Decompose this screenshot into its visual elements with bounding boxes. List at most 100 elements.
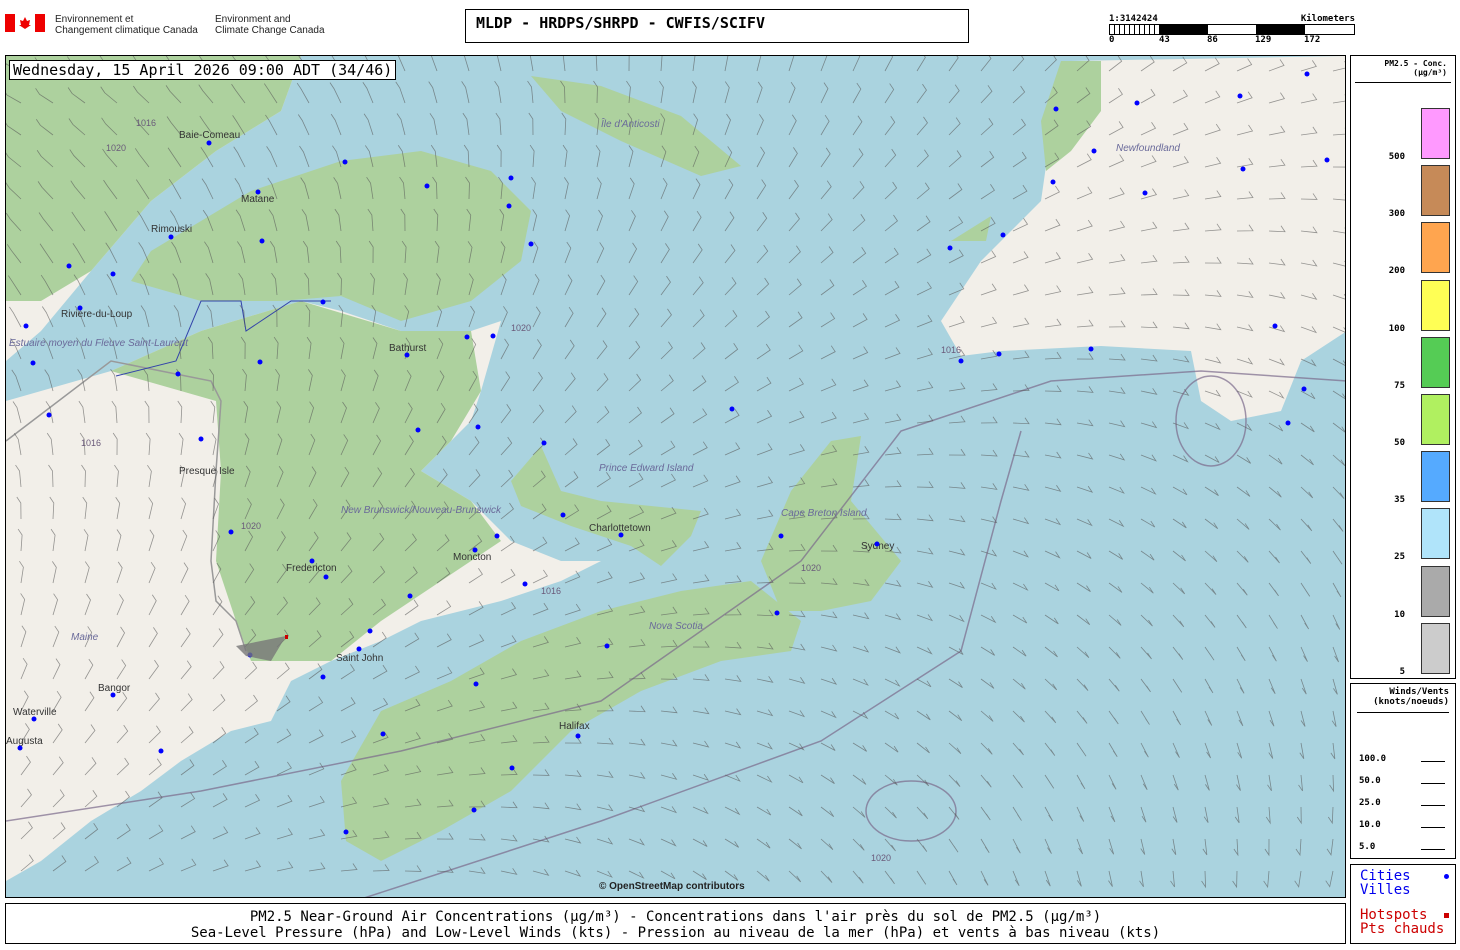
wind-barb [724, 838, 739, 848]
wind-barb [1012, 838, 1021, 854]
wind-barb [308, 829, 326, 840]
wind-speed-label: 50.0 [1359, 776, 1381, 786]
wind-barb [852, 379, 869, 392]
wind-barb [562, 144, 568, 168]
wind-barb [436, 501, 449, 520]
wind-barb [756, 576, 774, 584]
wind-barb [916, 614, 934, 622]
wind-barb [139, 273, 150, 296]
isobar-label: 1020 [511, 323, 531, 333]
isobar-label: 1016 [941, 345, 961, 355]
wind-barb [1300, 293, 1318, 300]
wind-barb [692, 870, 707, 880]
wind-barb [308, 663, 323, 680]
wind-barb [235, 209, 246, 232]
wind-barb [1332, 582, 1342, 598]
wind-barb [852, 313, 868, 328]
wind-barb [1236, 774, 1241, 791]
wind-barb [461, 81, 470, 104]
wind-barb [1268, 742, 1274, 759]
wind-barb [466, 208, 472, 232]
wind-barb [1204, 223, 1222, 232]
wind-barb [340, 863, 358, 872]
wind-legend-row: 100.0 [1359, 754, 1449, 764]
wind-barb [948, 710, 963, 721]
wind-barb [1044, 185, 1060, 200]
wind-barb [948, 183, 963, 200]
wind-barb [660, 870, 676, 880]
wind-barb [330, 113, 342, 136]
wind-barb [1268, 390, 1285, 399]
wind-barb [244, 465, 251, 488]
wind-barb [340, 631, 355, 648]
wind-barb [67, 87, 86, 104]
wind-barb [340, 598, 354, 616]
wind-barb [756, 277, 770, 296]
wind-barb [300, 177, 310, 200]
wind-barb [73, 274, 86, 296]
wind-barb [852, 645, 870, 653]
wind-barb [329, 82, 342, 104]
scale-unit: Kilometers [1300, 14, 1355, 24]
wind-barb [1140, 221, 1158, 232]
wind-barb [244, 596, 256, 616]
wind-barb [20, 821, 33, 840]
wind-barb [1330, 742, 1336, 760]
wind-barb [403, 272, 408, 296]
legend-level-label: 35 [1394, 495, 1405, 506]
wind-barb [660, 706, 678, 714]
legend-swatch [1421, 165, 1450, 217]
wind-barb [820, 578, 838, 585]
wind-barb [852, 612, 870, 620]
wind-barb [1076, 120, 1092, 136]
wind-barb [1172, 56, 1188, 72]
wind-barb [232, 115, 246, 136]
city-dot [31, 716, 37, 722]
city-dot [415, 427, 421, 433]
wind-barb [371, 305, 377, 328]
wind-barb [135, 179, 150, 200]
isobar [364, 430, 1022, 897]
wind-barb [1076, 838, 1083, 855]
wind-barb [266, 146, 278, 168]
wind-barb [756, 146, 766, 168]
wind-barb [52, 658, 61, 680]
wind-barb [820, 838, 834, 850]
wind-barb [596, 737, 614, 745]
wind-barb [820, 345, 836, 360]
wind-barb [660, 243, 670, 264]
wind-barb [1140, 614, 1153, 627]
wind-barb [1044, 774, 1055, 789]
hotspot-marker [285, 635, 288, 639]
wind-barb [1076, 319, 1094, 328]
wind-barb [9, 306, 22, 328]
wind-barb [692, 640, 710, 648]
wind-barb-icon [1421, 827, 1445, 828]
map-canvas[interactable]: Île d'Anticosti Newfoundland Baie-Comeau Ma… [5, 55, 1346, 898]
wind-barb [980, 283, 997, 296]
wind-barb [436, 273, 441, 296]
wind-barb [308, 696, 324, 712]
wind-barb [724, 806, 741, 816]
wind-barb [532, 470, 546, 488]
place-label: Presque Isle [179, 466, 235, 477]
wind-barb [1076, 419, 1094, 427]
wind-barb [1172, 422, 1190, 430]
isobar-label: 1016 [541, 586, 561, 596]
wind-barb [1140, 742, 1149, 758]
wind-barb [564, 836, 582, 844]
wind-barb [305, 304, 311, 328]
wind-barb [724, 409, 740, 424]
wind-barb [1076, 87, 1091, 104]
wind-barb [692, 806, 709, 815]
wind-barb [980, 217, 996, 232]
wind-barb [1268, 92, 1286, 104]
wind-barb [788, 179, 799, 200]
wind-barb [495, 112, 502, 136]
wind-barb [308, 862, 326, 872]
gaspe-peninsula [131, 151, 531, 321]
wind-barb [399, 176, 406, 200]
wind-barb [980, 678, 995, 689]
wind-barb [1204, 123, 1221, 136]
hotspot-square-icon [1444, 913, 1449, 918]
